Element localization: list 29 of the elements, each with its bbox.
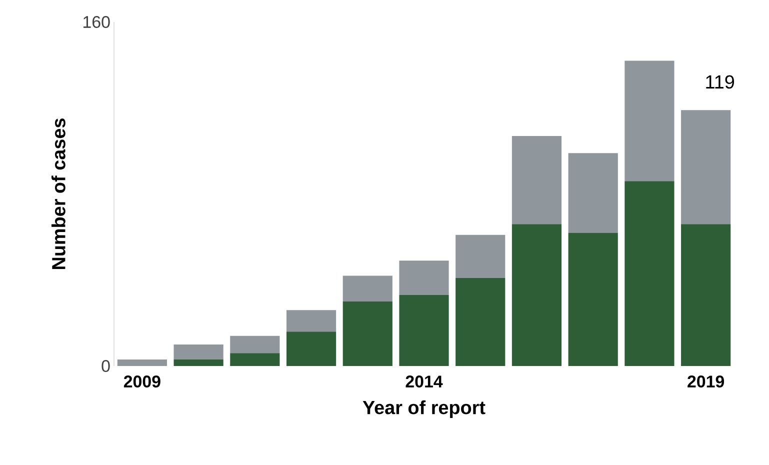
bar	[512, 136, 562, 224]
bar	[624, 181, 674, 366]
bar	[286, 332, 336, 366]
bar	[456, 234, 506, 278]
bar	[117, 360, 167, 366]
bar	[568, 232, 618, 366]
bar	[174, 360, 224, 366]
x-axis-title: Year of report	[362, 400, 486, 418]
y-tick-label: 0	[102, 360, 110, 372]
bar	[230, 336, 280, 354]
y-tick-label: 160	[84, 16, 110, 28]
bar	[681, 224, 731, 366]
annotation: 119	[706, 75, 734, 89]
bar	[399, 260, 449, 296]
bar	[174, 344, 224, 360]
bar	[512, 224, 562, 366]
x-tick-label: 2019	[688, 376, 724, 388]
bar	[342, 302, 392, 366]
bar	[456, 278, 506, 366]
bar	[681, 110, 731, 224]
bar	[624, 60, 674, 182]
y-axis-title: Number of cases	[51, 118, 66, 270]
bar	[342, 276, 392, 302]
bar	[399, 295, 449, 366]
x-tick-label: 2014	[406, 376, 443, 388]
bar	[230, 353, 280, 366]
bar	[286, 310, 336, 332]
x-tick-label: 2009	[124, 376, 160, 388]
bar	[568, 153, 618, 233]
